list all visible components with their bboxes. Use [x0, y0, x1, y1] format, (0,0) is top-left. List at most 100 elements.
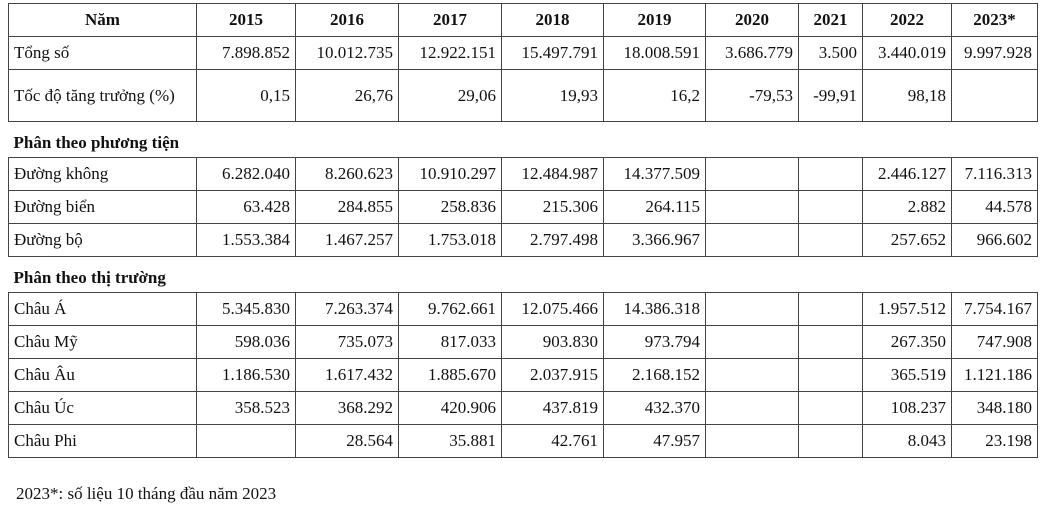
table-cell	[705, 325, 799, 359]
section-title: Phân theo phương tiện	[8, 121, 1038, 158]
table-cell: 9.997.928	[951, 36, 1038, 70]
table-row: Đường biển 63.428 284.855 258.836 215.306 264…	[8, 190, 1038, 224]
footnote: 2023*: số liệu 10 tháng đầu năm 2023	[16, 484, 277, 503]
table-cell: 47.957	[603, 424, 706, 458]
table-cell	[705, 358, 799, 392]
table-cell: 12.484.987	[501, 157, 604, 191]
section-title: Phân theo thị trường	[8, 256, 1038, 293]
table-cell: 817.033	[398, 325, 502, 359]
table-cell: 973.794	[603, 325, 706, 359]
table-cell: 18.008.591	[603, 36, 706, 70]
table-cell: 432.370	[603, 391, 706, 425]
table-cell: 42.761	[501, 424, 604, 458]
statistics-table: Năm 2015 2016 2017 2018 2019 2020 2021 2…	[8, 3, 1038, 458]
table-cell	[705, 190, 799, 224]
table-row: Đường bộ 1.553.384 1.467.257 1.753.018 2.797…	[8, 223, 1038, 257]
table-cell: 2.168.152	[603, 358, 706, 392]
table-row: Châu Úc 358.523 368.292 420.906 437.819 432.3…	[8, 391, 1038, 425]
table-cell: 257.652	[862, 223, 952, 257]
table-cell: 903.830	[501, 325, 604, 359]
header-2017: 2017	[398, 3, 502, 37]
table-cell: 14.377.509	[603, 157, 706, 191]
table-cell: 747.908	[951, 325, 1038, 359]
table-cell	[798, 157, 863, 191]
table-row: Châu Á 5.345.830 7.263.374 9.762.661 12.075.…	[8, 292, 1038, 326]
table-cell: 3.500	[798, 36, 863, 70]
table-cell: 8.260.623	[295, 157, 399, 191]
table-cell	[798, 358, 863, 392]
table-cell	[798, 223, 863, 257]
table-cell: 44.578	[951, 190, 1038, 224]
transport-rows: Đường không 6.282.040 8.260.623 10.910.297 1…	[8, 157, 1038, 257]
section-market-header: Phân theo thị trường	[8, 256, 1038, 293]
table-cell: 368.292	[295, 391, 399, 425]
row-label: Tốc độ tăng trưởng (%)	[8, 69, 197, 122]
table-cell: 3.686.779	[705, 36, 799, 70]
table-cell: 1.553.384	[196, 223, 296, 257]
table-cell: 598.036	[196, 325, 296, 359]
row-label: Đường bộ	[8, 223, 197, 257]
table-cell: 6.282.040	[196, 157, 296, 191]
table-row: Châu Phi 28.564 35.881 42.761 47.957 8.043 23.…	[8, 424, 1038, 458]
row-label: Đường biển	[8, 190, 197, 224]
table-cell: 16,2	[603, 69, 706, 122]
table-cell: 98,18	[862, 69, 952, 122]
table-cell	[798, 292, 863, 326]
header-year-label: Năm	[8, 3, 197, 37]
market-rows: Châu Á 5.345.830 7.263.374 9.762.661 12.075.…	[8, 292, 1038, 458]
header-row: Năm 2015 2016 2017 2018 2019 2020 2021 2…	[8, 3, 1038, 37]
header-2016: 2016	[295, 3, 399, 37]
table-cell: 215.306	[501, 190, 604, 224]
table-cell: 365.519	[862, 358, 952, 392]
table-cell: 63.428	[196, 190, 296, 224]
table-row: Châu Âu 1.186.530 1.617.432 1.885.670 2.037.…	[8, 358, 1038, 392]
table-cell: 1.957.512	[862, 292, 952, 326]
table-cell: 108.237	[862, 391, 952, 425]
header-2019: 2019	[603, 3, 706, 37]
growth-row: Tốc độ tăng trưởng (%) 0,15 26,76 29,06 …	[8, 69, 1038, 122]
table-cell: 264.115	[603, 190, 706, 224]
table-cell	[951, 69, 1038, 122]
table-cell	[705, 292, 799, 326]
table-cell: 10.012.735	[295, 36, 399, 70]
table-cell	[196, 424, 296, 458]
table-cell: 7.116.313	[951, 157, 1038, 191]
row-label: Tổng số	[8, 36, 197, 70]
table-cell: 7.898.852	[196, 36, 296, 70]
table-cell: 3.440.019	[862, 36, 952, 70]
table-cell: 2.882	[862, 190, 952, 224]
table-cell: 358.523	[196, 391, 296, 425]
table-cell: 267.350	[862, 325, 952, 359]
header-2020: 2020	[705, 3, 799, 37]
table-cell: 2.797.498	[501, 223, 604, 257]
table-cell: 28.564	[295, 424, 399, 458]
table-row: Đường không 6.282.040 8.260.623 10.910.297 1…	[8, 157, 1038, 191]
row-label: Châu Âu	[8, 358, 197, 392]
table-cell: 23.198	[951, 424, 1038, 458]
header-2023: 2023*	[951, 3, 1038, 37]
table-cell: 29,06	[398, 69, 502, 122]
table-cell: 8.043	[862, 424, 952, 458]
table-cell: 3.366.967	[603, 223, 706, 257]
table-cell: 7.754.167	[951, 292, 1038, 326]
table-cell: 1.467.257	[295, 223, 399, 257]
table-cell	[705, 424, 799, 458]
table-cell: 1.121.186	[951, 358, 1038, 392]
row-label: Châu Phi	[8, 424, 197, 458]
table-cell: 5.345.830	[196, 292, 296, 326]
table-cell: 15.497.791	[501, 36, 604, 70]
table-cell	[798, 424, 863, 458]
table-cell: 1.753.018	[398, 223, 502, 257]
table-cell	[705, 223, 799, 257]
table-cell: 10.910.297	[398, 157, 502, 191]
table-cell	[705, 391, 799, 425]
table-cell	[798, 190, 863, 224]
table-cell: 735.073	[295, 325, 399, 359]
table-cell	[798, 391, 863, 425]
row-label: Châu Úc	[8, 391, 197, 425]
row-label: Đường không	[8, 157, 197, 191]
row-label: Châu Mỹ	[8, 325, 197, 359]
header-2021: 2021	[798, 3, 863, 37]
table-cell: 258.836	[398, 190, 502, 224]
row-label: Châu Á	[8, 292, 197, 326]
